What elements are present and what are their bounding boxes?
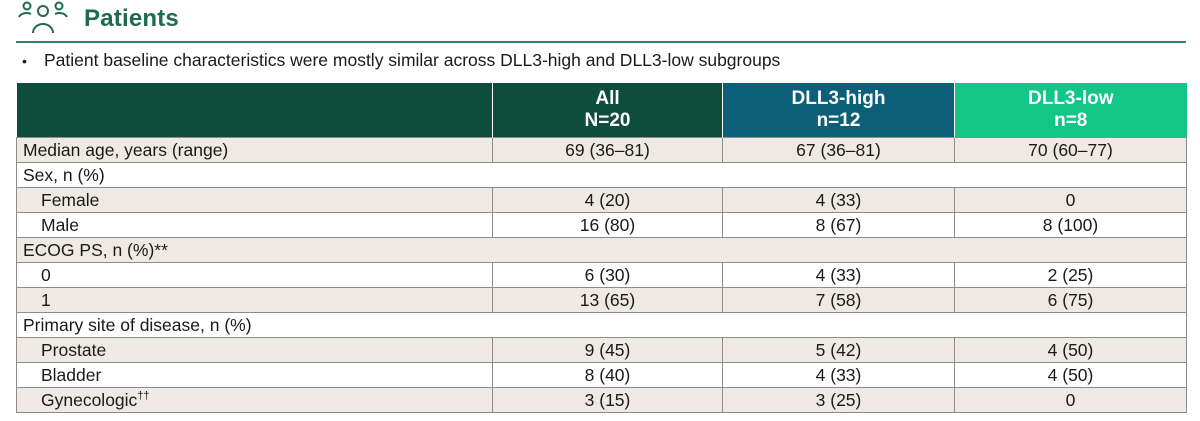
table-row: Median age, years (range) 69 (36–81) 67 … [16, 137, 1187, 163]
row-label: Male [16, 212, 493, 238]
table-row: Prostate 9 (45) 5 (42) 4 (50) [16, 337, 1187, 363]
table-row: Gynecologic†† 3 (15) 3 (25) 0 [16, 387, 1187, 413]
row-label: Female [16, 187, 493, 213]
cell-dll3-low: 8 (100) [954, 212, 1187, 238]
cell-dll3-low: 6 (75) [954, 287, 1187, 313]
row-label: Gynecologic†† [16, 387, 493, 413]
cell-dll3-high: 8 (67) [722, 212, 955, 238]
table-row: 0 6 (30) 4 (33) 2 (25) [16, 262, 1187, 288]
cell-dll3-high: 4 (33) [722, 262, 955, 288]
section-label: ECOG PS, n (%)** [16, 237, 1187, 263]
header-cell-dll3-high: DLL3-high n=12 [722, 83, 955, 138]
bullet-item: • Patient baseline characteristics were … [22, 50, 780, 71]
cell-dll3-high: 3 (25) [722, 387, 955, 413]
header-dll3-high-label: DLL3-high [791, 88, 886, 109]
cell-dll3-low: 4 (50) [954, 337, 1187, 363]
table-section-row: Sex, n (%) [16, 162, 1187, 188]
bullet-text: Patient baseline characteristics were mo… [44, 50, 781, 70]
row-label: Median age, years (range) [16, 137, 493, 163]
cell-dll3-low: 4 (50) [954, 362, 1187, 388]
header-all-count: N=20 [584, 110, 631, 131]
baseline-characteristics-table: All N=20 DLL3-high n=12 DLL3-low n=8 Med… [16, 83, 1187, 413]
header-dll3-high-count: n=12 [816, 110, 861, 131]
cell-all: 8 (40) [492, 362, 723, 388]
cell-dll3-low: 0 [954, 387, 1187, 413]
cell-dll3-high: 67 (36–81) [722, 137, 955, 163]
cell-all: 69 (36–81) [492, 137, 723, 163]
header-cell-empty [16, 83, 493, 138]
section-header: Patients [16, 0, 179, 38]
header-dll3-low-label: DLL3-low [1028, 88, 1114, 109]
bullet-marker: • [22, 52, 27, 69]
table-header-row: All N=20 DLL3-high n=12 DLL3-low n=8 [16, 83, 1187, 138]
row-label: 1 [16, 287, 493, 313]
row-label-text: Gynecologic [41, 390, 138, 410]
cell-all: 6 (30) [492, 262, 723, 288]
title-divider [16, 41, 1186, 43]
cell-all: 16 (80) [492, 212, 723, 238]
table-row: Female 4 (20) 4 (33) 0 [16, 187, 1187, 213]
cell-all: 13 (65) [492, 287, 723, 313]
cell-dll3-high: 4 (33) [722, 362, 955, 388]
table-row: 1 13 (65) 7 (58) 6 (75) [16, 287, 1187, 313]
cell-all: 9 (45) [492, 337, 723, 363]
header-dll3-low-count: n=8 [1054, 110, 1088, 131]
row-label: 0 [16, 262, 493, 288]
row-label: Bladder [16, 362, 493, 388]
section-label: Primary site of disease, n (%) [16, 312, 1187, 338]
cell-dll3-low: 0 [954, 187, 1187, 213]
header-cell-dll3-low: DLL3-low n=8 [954, 83, 1187, 138]
cell-dll3-low: 70 (60–77) [954, 137, 1187, 163]
section-label: Sex, n (%) [16, 162, 1187, 188]
table-row: Bladder 8 (40) 4 (33) 4 (50) [16, 362, 1187, 388]
cell-all: 4 (20) [492, 187, 723, 213]
cell-dll3-low: 2 (25) [954, 262, 1187, 288]
table-row: Male 16 (80) 8 (67) 8 (100) [16, 212, 1187, 238]
people-group-icon [16, 1, 70, 37]
cell-dll3-high: 4 (33) [722, 187, 955, 213]
table-section-row: ECOG PS, n (%)** [16, 237, 1187, 263]
cell-all: 3 (15) [492, 387, 723, 413]
row-label: Prostate [16, 337, 493, 363]
page-title: Patients [84, 5, 179, 32]
table-section-row: Primary site of disease, n (%) [16, 312, 1187, 338]
header-cell-all: All N=20 [492, 83, 723, 138]
footnote-marker: †† [137, 390, 150, 403]
cell-dll3-high: 7 (58) [722, 287, 955, 313]
cell-dll3-high: 5 (42) [722, 337, 955, 363]
header-all-label: All [595, 88, 620, 109]
